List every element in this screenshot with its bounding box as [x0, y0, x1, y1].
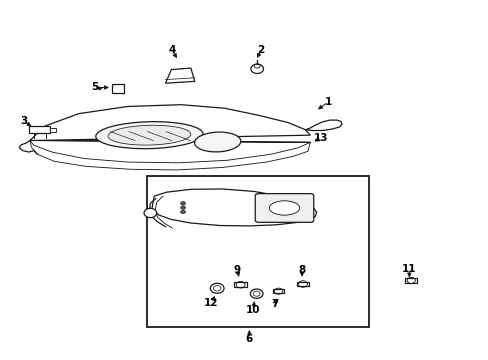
Text: 5: 5	[90, 82, 98, 93]
Text: 13: 13	[314, 133, 328, 143]
Bar	[296, 282, 309, 286]
Bar	[29, 126, 50, 134]
Bar	[112, 84, 123, 93]
Bar	[147, 176, 368, 327]
Circle shape	[250, 64, 263, 73]
Circle shape	[250, 289, 263, 298]
Polygon shape	[152, 189, 316, 226]
Bar	[405, 278, 416, 283]
Text: 8: 8	[298, 265, 305, 275]
Circle shape	[210, 283, 224, 293]
Polygon shape	[305, 120, 341, 131]
Bar	[50, 128, 56, 132]
Text: 2: 2	[257, 45, 264, 55]
Ellipse shape	[108, 125, 190, 145]
Bar	[272, 289, 284, 293]
Polygon shape	[30, 140, 310, 170]
Text: 6: 6	[245, 333, 252, 343]
Ellipse shape	[96, 122, 203, 149]
Polygon shape	[30, 105, 310, 163]
Text: 12: 12	[203, 298, 218, 308]
Text: 11: 11	[401, 264, 416, 274]
Ellipse shape	[194, 132, 240, 152]
Text: 10: 10	[245, 305, 260, 315]
Circle shape	[144, 208, 157, 218]
Text: 3: 3	[20, 116, 27, 126]
Text: 4: 4	[168, 45, 175, 55]
Bar	[234, 282, 246, 287]
Polygon shape	[165, 68, 194, 83]
Ellipse shape	[269, 201, 299, 215]
FancyBboxPatch shape	[255, 194, 313, 222]
Text: 9: 9	[233, 265, 240, 275]
Text: 7: 7	[271, 299, 278, 309]
Text: 1: 1	[324, 97, 331, 107]
Circle shape	[180, 206, 185, 210]
Circle shape	[180, 202, 185, 205]
Circle shape	[180, 210, 185, 214]
